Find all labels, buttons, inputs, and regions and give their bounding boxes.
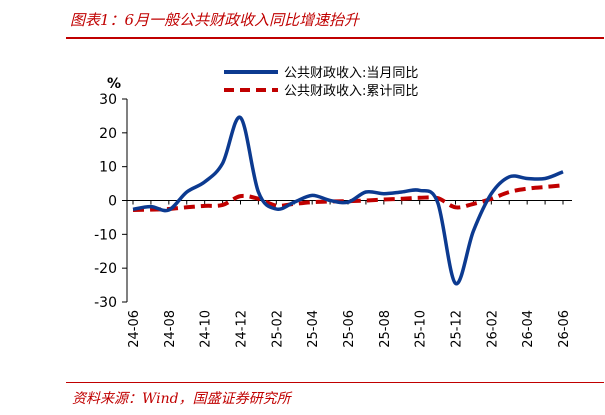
figure-title: 图表1：6月一般公共财政收入同比增速抬升 [70, 11, 360, 29]
y-tick-label: 20 [99, 126, 117, 142]
x-tick-label: 24-10 [199, 310, 214, 348]
y-tick-label: -20 [94, 261, 117, 277]
x-tick-label: 24-12 [235, 310, 250, 348]
x-tick-label: 25-12 [450, 310, 465, 348]
x-tick-label: 25-06 [342, 310, 357, 348]
x-tick-label: 26-06 [557, 310, 572, 348]
y-tick-label: -10 [94, 227, 117, 243]
x-tick-label: 26-04 [521, 310, 536, 348]
x-tick-label: 26-02 [485, 310, 500, 348]
x-tick-label: 24-08 [163, 310, 178, 348]
x-tick-label: 25-10 [414, 310, 429, 348]
y-tick-label: 30 [99, 92, 117, 108]
legend-label: 公共财政收入:累计同比 [284, 84, 418, 99]
series-line-cumulative [132, 183, 564, 212]
y-tick-label: 0 [108, 194, 117, 210]
chart-axes: -30 -20 -10 0 10 20 30% 24-06 24-08 24-10 24-12 25-… [94, 76, 572, 348]
series-line-monthly [132, 115, 564, 286]
x-tick-label: 25-04 [306, 310, 321, 348]
chart-series [132, 115, 564, 286]
y-tick-label: -30 [94, 295, 117, 311]
source-note: 资料来源：Wind，国盛证券研究所 [72, 391, 291, 407]
x-tick-label: 25-08 [378, 310, 393, 348]
y-axis-unit: % [107, 76, 121, 92]
x-tick-label: 25-02 [270, 310, 285, 348]
source-divider [66, 382, 604, 383]
y-tick-label: 10 [99, 160, 117, 176]
legend-label: 公共财政收入:当月同比 [284, 66, 418, 81]
x-tick-label: 24-06 [127, 310, 142, 348]
title-divider [66, 37, 604, 39]
